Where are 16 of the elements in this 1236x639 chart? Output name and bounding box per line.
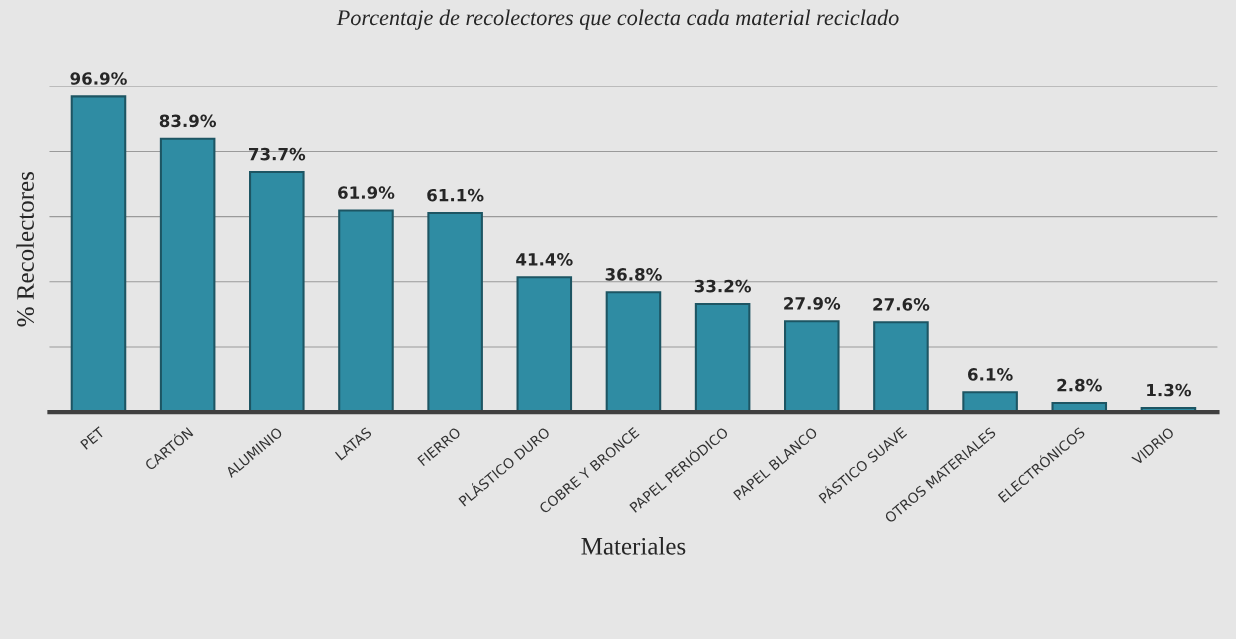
data-label: 6.1%	[968, 368, 1013, 381]
data-label: 2.8%	[1057, 378, 1102, 392]
y-axis-title: % Recolectores	[16, 172, 35, 327]
data-label: 27.9%	[784, 297, 841, 310]
data-label: 41.4%	[516, 253, 573, 266]
data-label: 1.3%	[1147, 383, 1191, 397]
data-label: 36.8%	[605, 268, 662, 281]
data-label: 73.7%	[249, 147, 306, 161]
chart-title: Porcentaje de recolectores que colecta cada material reciclado	[336, 9, 899, 30]
data-label: 96.9%	[70, 72, 127, 85]
data-label: 27.6%	[873, 298, 930, 311]
data-label: 61.1%	[427, 188, 484, 202]
data-label: 33.2%	[694, 279, 751, 293]
x-axis-title: Materiales	[581, 537, 686, 555]
data-label: 61.9%	[338, 186, 395, 199]
data-label: 83.9%	[159, 114, 217, 128]
